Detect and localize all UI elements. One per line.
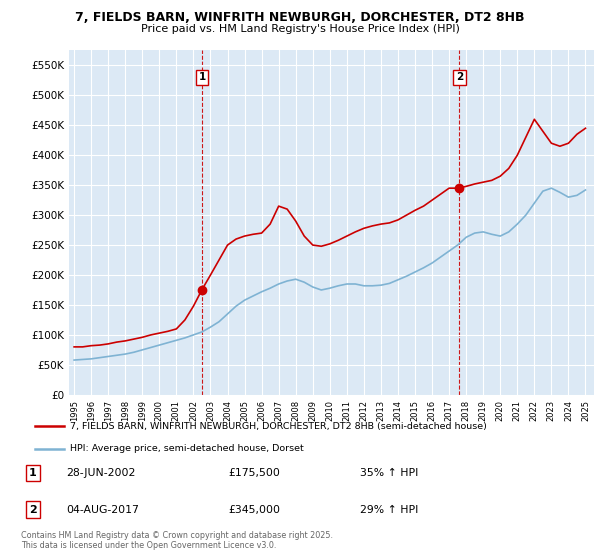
Text: 1: 1 (29, 468, 37, 478)
Text: 35% ↑ HPI: 35% ↑ HPI (360, 468, 418, 478)
Text: £175,500: £175,500 (228, 468, 280, 478)
Text: 28-JUN-2002: 28-JUN-2002 (66, 468, 136, 478)
Text: Price paid vs. HM Land Registry's House Price Index (HPI): Price paid vs. HM Land Registry's House … (140, 24, 460, 34)
Text: Contains HM Land Registry data © Crown copyright and database right 2025.
This d: Contains HM Land Registry data © Crown c… (21, 530, 333, 550)
Text: 1: 1 (199, 72, 206, 82)
Text: 7, FIELDS BARN, WINFRITH NEWBURGH, DORCHESTER, DT2 8HB: 7, FIELDS BARN, WINFRITH NEWBURGH, DORCH… (75, 11, 525, 24)
Text: 7, FIELDS BARN, WINFRITH NEWBURGH, DORCHESTER, DT2 8HB (semi-detached house): 7, FIELDS BARN, WINFRITH NEWBURGH, DORCH… (70, 422, 487, 431)
Text: 29% ↑ HPI: 29% ↑ HPI (360, 505, 418, 515)
Text: 2: 2 (456, 72, 463, 82)
Text: HPI: Average price, semi-detached house, Dorset: HPI: Average price, semi-detached house,… (70, 444, 304, 453)
Text: £345,000: £345,000 (228, 505, 280, 515)
Text: 04-AUG-2017: 04-AUG-2017 (66, 505, 139, 515)
Text: 2: 2 (29, 505, 37, 515)
